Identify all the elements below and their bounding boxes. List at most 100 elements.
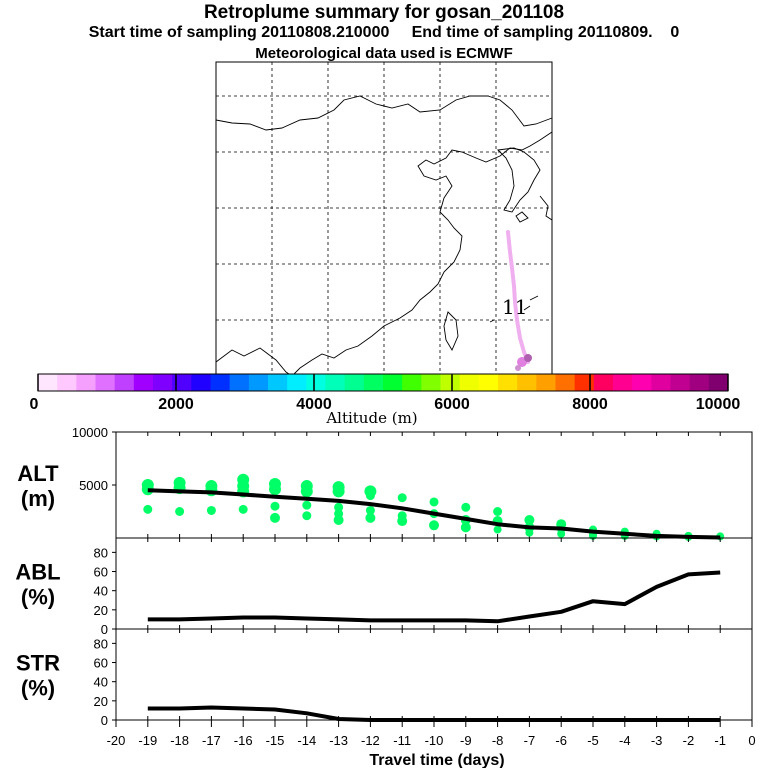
altitude-colorbar: 0 2000 4000 6000 8000 10000 (30, 373, 741, 413)
colorbar-swatch (76, 374, 96, 391)
x-axis-tick-label: -1 (714, 733, 726, 748)
colorbar-swatch (670, 374, 691, 391)
panel-str: 80 60 40 20 0 STR(%) (16, 628, 753, 728)
x-axis-tick-label: -5 (587, 733, 599, 748)
y-tick-label: 80 (94, 636, 108, 651)
x-axis-tick-label: -6 (555, 733, 567, 748)
colorbar-swatch (402, 374, 422, 391)
colorbar-swatch (114, 374, 135, 391)
colorbar-swatch (306, 374, 326, 391)
colorbar-tick-label: 8000 (572, 396, 608, 413)
altitude-point (300, 485, 313, 498)
colorbar-swatch (172, 374, 192, 391)
colorbar-swatch (287, 374, 307, 391)
altitude-point (461, 502, 471, 512)
altitude-point (238, 504, 248, 514)
colorbar-swatch (708, 374, 729, 391)
panel-ylabel-unit: (%) (21, 676, 55, 701)
altitude-point (429, 497, 439, 507)
altitude-point (397, 516, 408, 527)
y-tick-label: 80 (94, 545, 108, 560)
chart-title: Retroplume summary for gosan_201108 (203, 2, 565, 23)
colorbar-swatch (210, 374, 231, 391)
y-tick-label: 20 (94, 603, 108, 618)
altitude-point (365, 512, 376, 523)
y-tick-label: 10000 (72, 425, 108, 440)
series-line-alt (147, 488, 721, 540)
x-axis: -20 -19 -18 -17 -16 -15 -14 -13 -12 -11 -10 -9 -8 -7-… (107, 720, 756, 748)
panel-ylabel-unit: (m) (21, 486, 55, 511)
plume-source-marker (515, 354, 532, 371)
colorbar-swatch (593, 374, 614, 391)
panel-ylabel: STR (16, 651, 60, 676)
panel-abl: 80 60 40 20 0 ABL(%) (15, 537, 753, 637)
colorbar-swatch (536, 374, 556, 391)
x-axis-tick-label: -20 (107, 733, 126, 748)
y-tick-label: 0 (101, 622, 108, 637)
altitude-point (460, 522, 471, 533)
colorbar-swatch (498, 374, 518, 391)
map-graticule (216, 62, 552, 376)
altitude-point (334, 502, 344, 512)
y-tick-label: 40 (94, 675, 108, 690)
x-axis-tick-label: -15 (266, 733, 285, 748)
altitude-point (557, 529, 566, 538)
colorbar-tick-label: 10000 (696, 396, 741, 413)
x-axis-tick-label: -13 (329, 733, 348, 748)
x-axis-label: Travel time (days) (369, 752, 504, 768)
altitude-point (175, 507, 185, 516)
colorbar-swatch (344, 374, 365, 391)
colorbar-swatch (555, 374, 576, 391)
x-axis-tick-label: -3 (651, 733, 663, 748)
colorbar-swatch (248, 374, 269, 391)
colorbar-tick-label: 4000 (296, 396, 332, 413)
altitude-point (333, 514, 344, 525)
altitude-point (270, 501, 280, 511)
colorbar-swatch (651, 374, 671, 391)
altitude-point (493, 507, 503, 516)
meteorological-data: Meteorological data used is ECMWF (255, 45, 513, 62)
colorbar-swatch (478, 374, 499, 391)
x-axis-tick-label: -16 (234, 733, 253, 748)
series-line-str (147, 705, 721, 722)
colorbar-swatch (632, 374, 652, 391)
panel-alt: 10000 5000 ALT(m) (17, 425, 753, 541)
altitude-point (429, 520, 439, 531)
colorbar-swatch (153, 374, 173, 391)
x-axis-tick-label: -19 (138, 733, 157, 748)
colorbar-swatch (57, 374, 77, 391)
altitude-point (332, 485, 345, 498)
altitude-point (524, 514, 535, 525)
colorbar-swatch (440, 374, 461, 391)
colorbar-swatch (421, 374, 441, 391)
y-tick-label: 20 (94, 694, 108, 709)
colorbar-swatch (613, 374, 633, 391)
x-axis-tick-label: 0 (748, 733, 755, 748)
colorbar-swatch (459, 374, 480, 391)
panel-ylabel-unit: (%) (21, 585, 55, 610)
x-axis-tick-label: -9 (460, 733, 472, 748)
x-axis-tick-label: -12 (361, 733, 380, 748)
colorbar-tick-label: 2000 (158, 396, 194, 413)
y-tick-label: 0 (101, 713, 108, 728)
altitude-point (397, 493, 407, 503)
altitude-point (365, 505, 375, 515)
colorbar-swatch (689, 374, 710, 391)
x-axis-tick-label: -2 (683, 733, 695, 748)
altitude-point (206, 505, 216, 515)
timeseries-panels: 100005000ALT(m)806040200ABL(%)806040200S… (15, 425, 753, 728)
colorbar-swatch (517, 374, 537, 391)
altitude-point (270, 512, 280, 523)
plume-trajectory (506, 230, 530, 364)
colorbar-swatch (574, 374, 595, 391)
altitude-point (302, 500, 312, 510)
y-tick-label: 5000 (79, 478, 108, 493)
x-axis-tick-label: -18 (170, 733, 189, 748)
altitude-point (302, 511, 312, 521)
x-axis-tick-label: -8 (492, 733, 504, 748)
colorbar-swatch (191, 374, 211, 391)
x-axis-tick-label: -14 (297, 733, 316, 748)
colorbar-swatch (325, 374, 346, 391)
panel-ylabel: ABL (15, 560, 60, 585)
